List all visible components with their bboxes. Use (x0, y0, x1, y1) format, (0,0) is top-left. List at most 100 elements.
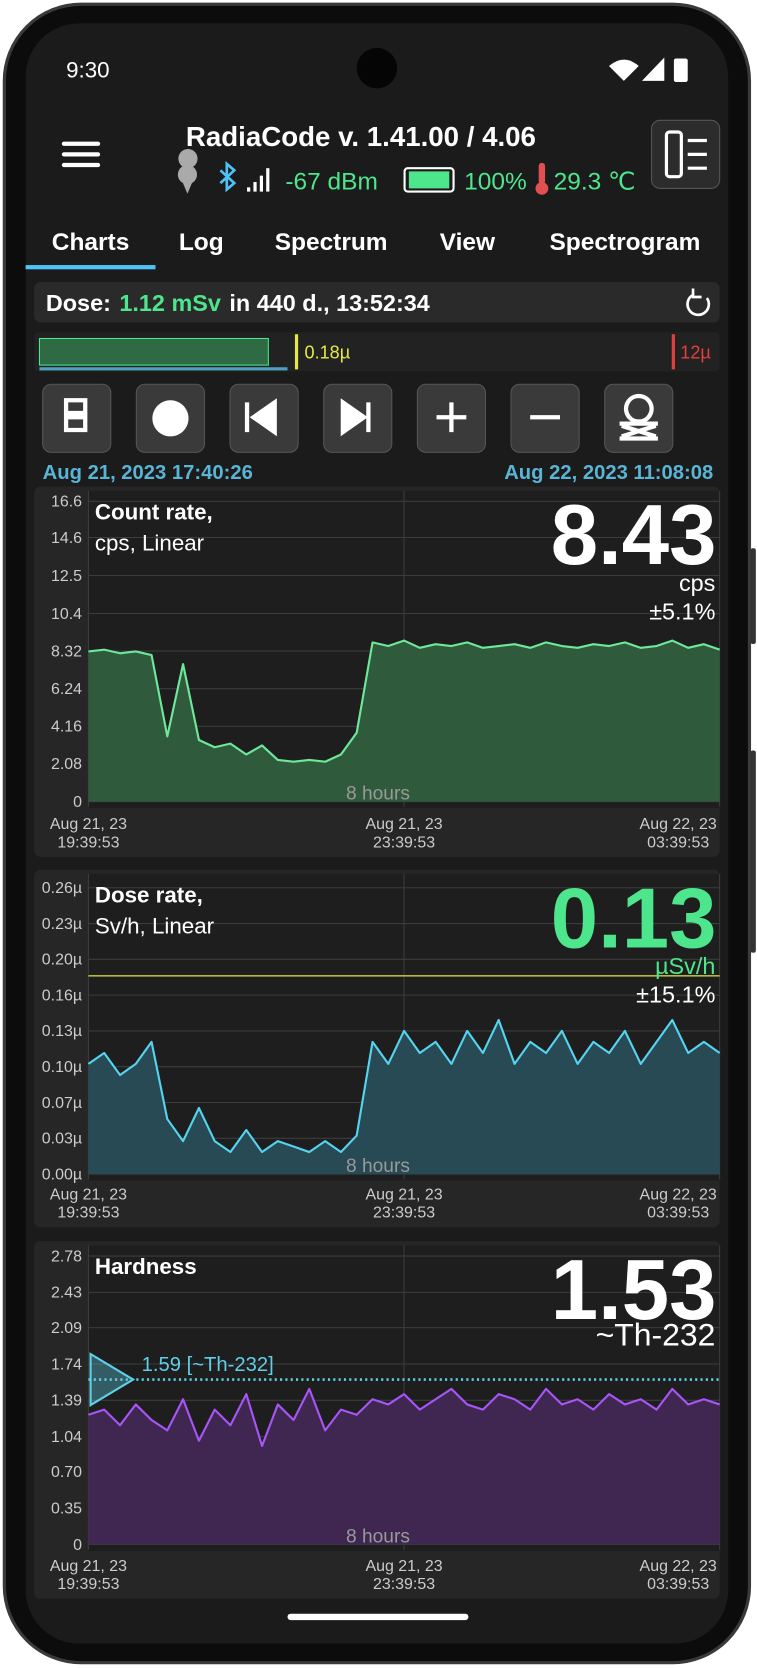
x-tick-label: Aug 21, 23 (50, 1187, 127, 1204)
device-icon (664, 130, 683, 179)
y-tick-label: 0.20µ (42, 952, 82, 969)
y-tick-label: 0 (73, 794, 82, 811)
side-button (750, 548, 756, 644)
y-tick-label: 0.16µ (42, 987, 82, 1004)
x-tick-label: Aug 21, 23 (365, 816, 442, 833)
annotation: 8 hours (346, 1156, 410, 1177)
y-tick-label: 2.43 (51, 1285, 82, 1302)
area (88, 1019, 720, 1175)
y-tick-label: 1.74 (51, 1356, 82, 1373)
toolbar-icon (244, 398, 277, 437)
reference-label: 1.59 [~Th-232] (142, 1354, 274, 1376)
dose-scale-fill (38, 337, 269, 366)
annotation: 8 hours (346, 1526, 410, 1547)
reference-marker (89, 1352, 136, 1407)
x-tick-label: Aug 21, 23 (50, 1558, 127, 1575)
toolbar (42, 383, 674, 453)
y-tick-label: 4.16 (51, 719, 82, 736)
y-tick-label: 0.07µ (42, 1095, 82, 1112)
y-tick-label: 0.03µ (42, 1131, 82, 1148)
x-tick-label: Aug 22, 23 (640, 816, 717, 833)
x-tick-label: 23:39:53 (373, 1576, 435, 1593)
bluetooth-icon (219, 161, 237, 193)
dose-text: Dose: 1.12 mSv in 440 d., 13:52:34 (46, 290, 430, 316)
y-tick-label: 0.10µ (42, 1059, 82, 1076)
x-tick-label: Aug 22, 23 (640, 1558, 717, 1575)
x-tick-label: Aug 21, 23 (365, 1187, 442, 1204)
toolbar-icon (152, 400, 189, 437)
reset-button[interactable] (686, 288, 711, 317)
dose-scale-line (39, 367, 288, 371)
thermometer-icon (535, 182, 549, 195)
reading-unit: cps (679, 570, 715, 596)
y-tick-label: 12.5 (51, 568, 82, 585)
tab-bar: Charts Log Spectrum View Spectrogram (52, 229, 701, 256)
dose-period: in 440 d., 13:52:34 (229, 290, 429, 316)
y-tick-label: 8.32 (51, 643, 82, 660)
tab[interactable]: Charts (52, 229, 130, 256)
thermometer-icon (538, 162, 546, 185)
range-end: Aug 22, 2023 11:08:08 (504, 462, 713, 484)
home-indicator (287, 1613, 469, 1621)
y-tick-label: 1.39 (51, 1393, 82, 1410)
reading-error: ±15.1% (636, 982, 715, 1008)
y-tick-label: 2.78 (51, 1248, 82, 1265)
y-tick-label: 0.26µ (42, 880, 82, 897)
chart-title: Sv/h, Linear (95, 914, 215, 939)
x-tick-label: 23:39:53 (373, 834, 435, 851)
signal-strength: -67 dBm (285, 168, 377, 195)
x-tick-label: 19:39:53 (57, 834, 119, 851)
reading-unit: µSv/h (655, 953, 715, 979)
line (87, 1018, 721, 1154)
reading: 8.43 (551, 488, 717, 583)
app-title: RadiaCode v. 1.41.00 / 4.06 (186, 121, 536, 152)
area (88, 1388, 720, 1545)
area (88, 640, 720, 802)
battery-percent: 100% (464, 168, 527, 195)
location-icon (177, 164, 198, 185)
clock: 9:30 (66, 58, 110, 83)
y-tick-label: 2.08 (51, 756, 82, 773)
side-button (750, 750, 756, 953)
toolbar-icon (436, 402, 467, 433)
tab[interactable]: View (440, 229, 496, 256)
tab[interactable]: Log (179, 229, 224, 256)
menu-button[interactable] (61, 141, 101, 168)
dose-value: 1.12 mSv (119, 290, 221, 316)
toolbar-icon (340, 398, 371, 437)
dose-label: Dose: (46, 290, 111, 316)
threshold-mark (294, 334, 299, 370)
battery-icon (403, 167, 455, 193)
max-label: 12µ (680, 343, 711, 363)
signal-bars (247, 168, 270, 192)
temperature: 29.3 ℃ (554, 168, 636, 195)
y-tick-label: 16.6 (51, 494, 82, 511)
y-tick-label: 0.13µ (42, 1023, 82, 1040)
sliders-icon (687, 138, 707, 170)
device-button[interactable] (651, 119, 721, 189)
threshold-label: 0.18µ (305, 343, 351, 363)
x-tick-label: 23:39:53 (373, 1205, 435, 1222)
x-tick-label: 19:39:53 (57, 1205, 119, 1222)
tab[interactable]: Spectrum (275, 229, 388, 256)
tab[interactable]: Spectrogram (549, 229, 700, 256)
x-tick-label: Aug 22, 23 (640, 1187, 717, 1204)
y-tick-label: 0.70 (51, 1464, 82, 1481)
y-tick-label: 0.00µ (42, 1166, 82, 1183)
reading: 1.53 (551, 1243, 717, 1338)
y-tick-label: 6.24 (51, 681, 82, 698)
annotation: 8 hours (346, 783, 410, 804)
x-tick-label: 03:39:53 (647, 1205, 709, 1222)
y-tick-label: 10.4 (51, 606, 82, 623)
wifi-icon (608, 59, 639, 81)
chart-title: Hardness (95, 1254, 197, 1279)
y-tick-label: 0 (73, 1537, 82, 1554)
y-tick-label: 0.23µ (42, 916, 82, 933)
camera (356, 47, 398, 89)
toolbar-icon (63, 398, 88, 433)
reading-unit: ~Th-232 (596, 1316, 716, 1352)
battery-icon (673, 58, 688, 82)
y-tick-label: 2.09 (51, 1320, 82, 1337)
